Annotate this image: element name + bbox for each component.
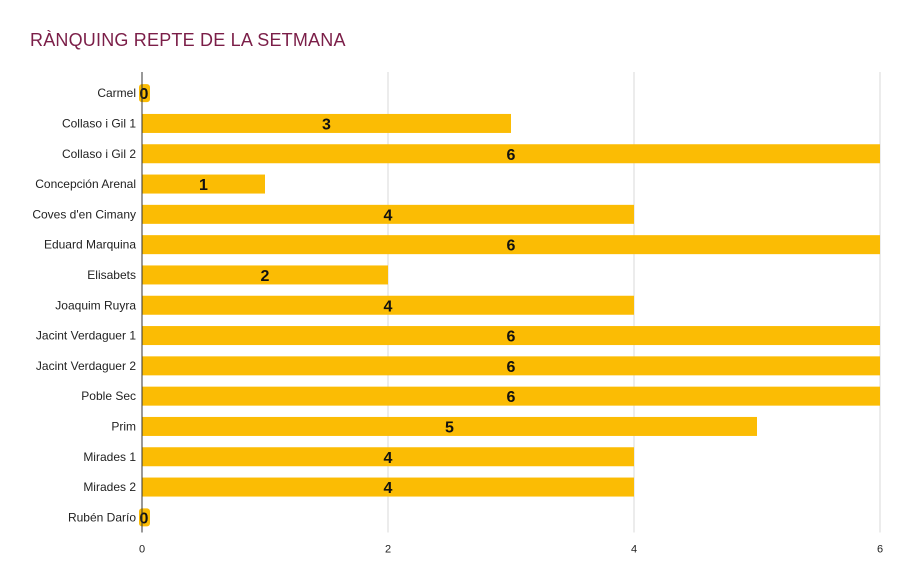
category-label: Poble Sec xyxy=(81,389,136,403)
data-label: 5 xyxy=(445,419,454,436)
category-label: Eduard Marquina xyxy=(44,238,136,252)
bar xyxy=(142,356,880,376)
bar xyxy=(142,265,388,285)
bar xyxy=(142,204,634,224)
category-label: Jacint Verdaguer 2 xyxy=(36,359,136,373)
data-label: 6 xyxy=(507,238,516,255)
category-label: Concepción Arenal xyxy=(35,177,136,191)
bar xyxy=(142,386,880,406)
data-label: 4 xyxy=(384,207,393,224)
bar xyxy=(142,174,265,194)
data-label: 0 xyxy=(140,86,149,103)
data-label: 6 xyxy=(507,359,516,376)
category-label: Prim xyxy=(111,419,136,433)
data-label: 6 xyxy=(507,389,516,406)
category-label: Collaso i Gil 2 xyxy=(62,147,136,161)
bar xyxy=(142,416,757,436)
bar xyxy=(142,447,634,467)
bar xyxy=(142,235,880,255)
category-label: Joaquim Ruyra xyxy=(55,298,136,312)
data-label: 3 xyxy=(322,116,331,133)
category-label: Collaso i Gil 1 xyxy=(62,116,136,130)
category-label: Jacint Verdaguer 1 xyxy=(36,329,136,343)
data-label: 4 xyxy=(384,450,393,467)
data-label: 2 xyxy=(261,268,270,285)
category-label: Mirades 2 xyxy=(83,480,136,494)
bar xyxy=(142,477,634,497)
category-label: Rubén Darío xyxy=(68,510,136,524)
category-label: Elisabets xyxy=(87,268,136,282)
bar xyxy=(142,113,511,133)
data-label: 0 xyxy=(140,510,149,527)
data-label: 6 xyxy=(507,147,516,164)
data-label: 1 xyxy=(199,177,208,194)
bar xyxy=(142,326,880,346)
x-tick-label: 2 xyxy=(385,544,391,556)
chart-title: RÀNQUING REPTE DE LA SETMANA xyxy=(30,30,346,50)
category-label: Coves d'en Cimany xyxy=(32,207,136,221)
bar xyxy=(142,144,880,164)
data-label: 4 xyxy=(384,480,393,497)
category-label: Mirades 1 xyxy=(83,450,136,464)
data-label: 6 xyxy=(507,329,516,346)
x-tick-label: 0 xyxy=(139,544,145,556)
x-tick-label: 4 xyxy=(631,544,637,556)
x-tick-label: 6 xyxy=(877,544,883,556)
data-label: 4 xyxy=(384,298,393,315)
category-label: Carmel xyxy=(97,86,136,100)
bar xyxy=(142,295,634,315)
